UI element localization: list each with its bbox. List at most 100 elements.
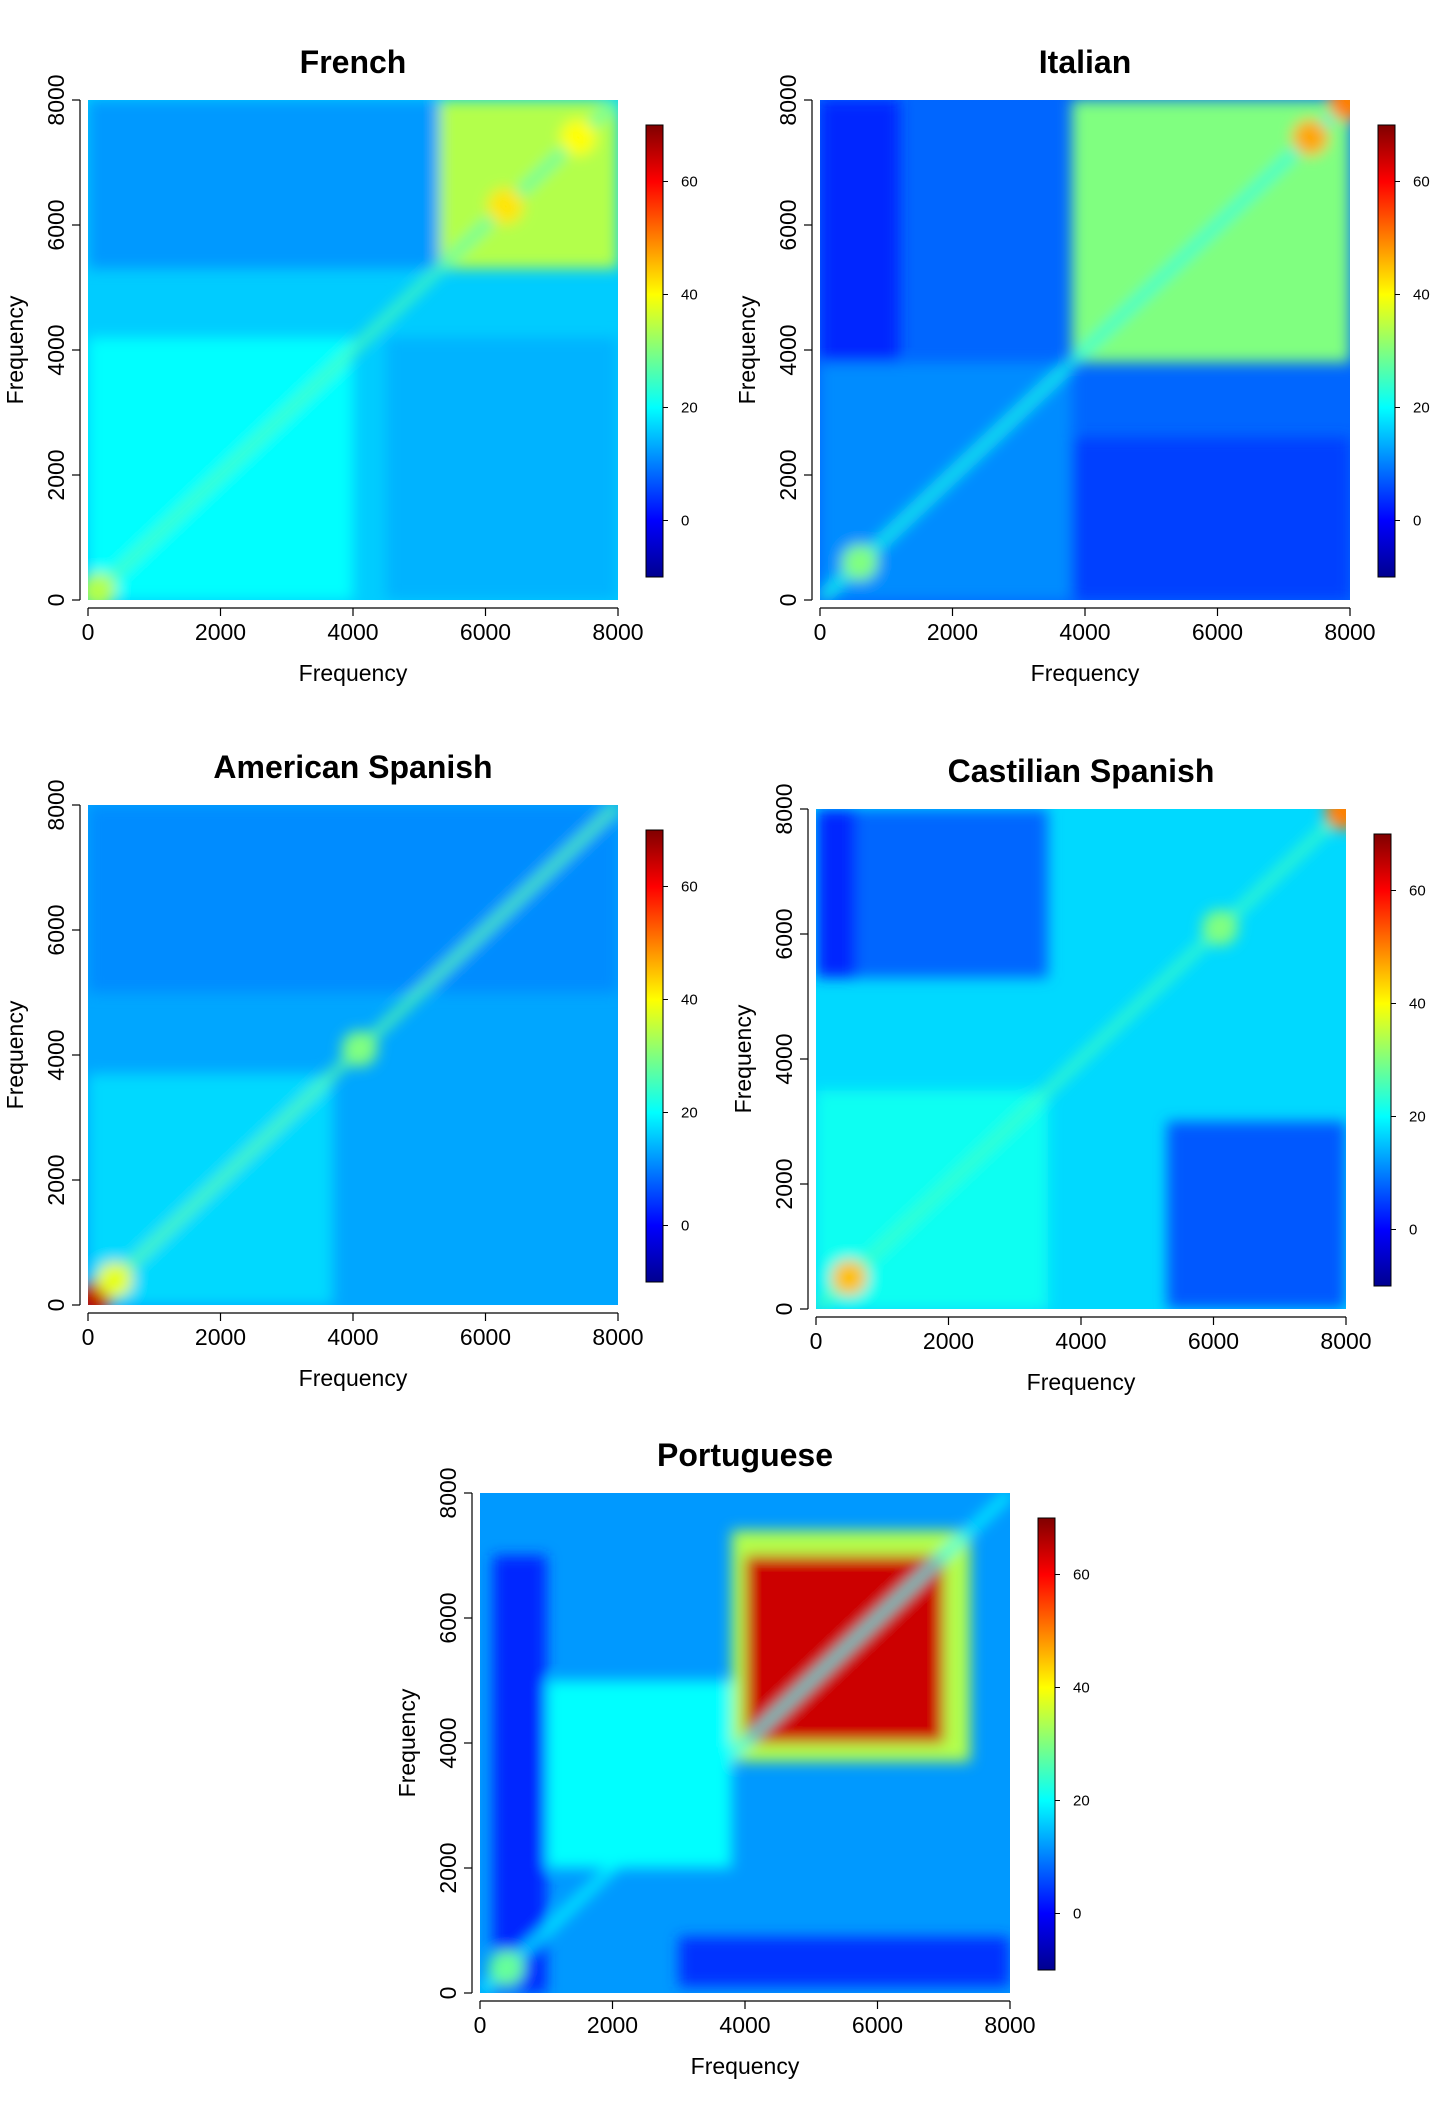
x-tick-label: 8000 (1324, 619, 1375, 645)
heatmap-hotspot (88, 572, 116, 600)
y-tick-label: 2000 (771, 1158, 797, 1209)
y-tick-label: 0 (775, 594, 801, 607)
x-tick-label: 8000 (1320, 1328, 1371, 1354)
heatmap-block (88, 805, 618, 993)
x-tick-label: 2000 (587, 2012, 638, 2038)
y-tick-label: 0 (771, 1303, 797, 1316)
y-tick-label: 6000 (43, 199, 69, 250)
y-tick-label: 8000 (771, 783, 797, 834)
x-tick-label: 8000 (592, 619, 643, 645)
heatmap-hotspot (1292, 119, 1329, 156)
y-tick-label: 4000 (435, 1717, 461, 1768)
y-axis-label: Frequency (394, 1688, 420, 1797)
colorbar-tick-label: 40 (1413, 287, 1430, 304)
panel-1: French 0 2000 4000 6000 8000 0 2000 4000 6000 8000… (2, 44, 698, 686)
heatmap-block (820, 100, 900, 363)
heatmap-diagonal (816, 809, 1346, 1309)
y-tick-label: 0 (435, 1987, 461, 2000)
y-tick-label: 8000 (775, 74, 801, 125)
x-tick-label: 4000 (1055, 1328, 1106, 1354)
colorbar (1373, 833, 1392, 1287)
colorbar-tick-label: 0 (1409, 1222, 1417, 1239)
colorbar-tick-label: 60 (1073, 1567, 1090, 1584)
x-tick-label: 4000 (327, 1324, 378, 1350)
chart-title: American Spanish (213, 749, 492, 785)
x-axis-label: Frequency (299, 1365, 408, 1391)
y-tick-label: 6000 (435, 1592, 461, 1643)
x-tick-label: 6000 (1188, 1328, 1239, 1354)
panel-5: Portuguese 0 2000 4000 6000 8000 0 2000 4000 6000… (394, 1437, 1090, 2079)
heatmap-block (88, 100, 440, 269)
y-tick-label: 0 (43, 594, 69, 607)
colorbar (645, 829, 664, 1283)
y-tick-label: 2000 (435, 1842, 461, 1893)
x-tick-label: 0 (82, 619, 95, 645)
y-tick-label: 8000 (435, 1467, 461, 1518)
y-axis-label: Frequency (730, 1004, 756, 1113)
colorbar-tick-label: 0 (1073, 1906, 1081, 1923)
chart-title: Portuguese (657, 1437, 833, 1473)
panel-2: Italian 0 2000 4000 6000 8000 0 2000 4000 6000 800… (734, 44, 1430, 686)
heatmap-hotspot (341, 1030, 378, 1067)
x-tick-label: 4000 (1059, 619, 1110, 645)
heatmap-diagonal (820, 100, 1350, 600)
heatmap-5 (480, 1493, 1010, 1993)
x-tick-label: 6000 (1192, 619, 1243, 645)
heatmap-3 (88, 805, 618, 1305)
y-tick-label: 6000 (771, 908, 797, 959)
heatmap-hotspot (831, 1259, 868, 1296)
chart-title: Italian (1039, 44, 1131, 80)
heatmap-hotspot (1324, 809, 1346, 831)
colorbar-tick-label: 60 (681, 879, 698, 896)
colorbar-tick-label: 40 (1073, 1680, 1090, 1697)
heatmap-4 (816, 809, 1346, 1309)
heatmap-hotspot (487, 188, 524, 225)
y-tick-label: 6000 (775, 199, 801, 250)
heatmap-hotspot (560, 119, 597, 156)
panel-4: Castilian Spanish 0 2000 4000 6000 8000 0 2000 4… (730, 753, 1426, 1395)
colorbar-tick-label: 0 (681, 1218, 689, 1235)
y-tick-label: 8000 (43, 74, 69, 125)
y-tick-label: 2000 (43, 1154, 69, 1205)
colorbar-tick-label: 20 (1409, 1109, 1426, 1126)
x-tick-label: 0 (82, 1324, 95, 1350)
colorbar-tick-label: 40 (1409, 996, 1426, 1013)
heatmap-diagonal (88, 100, 618, 600)
y-tick-label: 4000 (775, 324, 801, 375)
colorbar-tick-label: 0 (681, 513, 689, 530)
x-tick-label: 8000 (592, 1324, 643, 1350)
y-axis-label: Frequency (734, 295, 760, 404)
x-tick-label: 0 (814, 619, 827, 645)
x-tick-label: 8000 (984, 2012, 1035, 2038)
x-tick-label: 4000 (719, 2012, 770, 2038)
y-tick-label: 2000 (43, 449, 69, 500)
x-tick-label: 2000 (195, 619, 246, 645)
x-tick-label: 6000 (852, 2012, 903, 2038)
y-tick-label: 2000 (775, 449, 801, 500)
y-axis-label: Frequency (2, 295, 28, 404)
colorbar-tick-label: 20 (681, 400, 698, 417)
heatmap-block (493, 1555, 547, 1993)
x-axis-label: Frequency (299, 660, 408, 686)
heatmap-block (678, 1936, 1010, 1987)
heatmap-2 (820, 100, 1350, 600)
colorbar-tick-label: 60 (1413, 174, 1430, 191)
colorbar-tick-label: 0 (1413, 513, 1421, 530)
y-tick-label: 8000 (43, 779, 69, 830)
y-tick-label: 0 (43, 1299, 69, 1312)
heatmap-hotspot (1328, 100, 1350, 122)
y-tick-label: 4000 (43, 324, 69, 375)
heatmap-block (386, 337, 618, 600)
x-tick-label: 6000 (460, 619, 511, 645)
x-tick-label: 6000 (460, 1324, 511, 1350)
x-tick-label: 2000 (927, 619, 978, 645)
colorbar-tick-label: 40 (681, 992, 698, 1009)
x-axis-label: Frequency (1027, 1369, 1136, 1395)
heatmap-hotspot (488, 1950, 525, 1986)
heatmap-hotspot (841, 544, 878, 581)
x-axis-label: Frequency (1031, 660, 1140, 686)
heatmap-hotspot (1202, 909, 1239, 946)
colorbar-tick-label: 20 (681, 1105, 698, 1122)
x-tick-label: 4000 (327, 619, 378, 645)
